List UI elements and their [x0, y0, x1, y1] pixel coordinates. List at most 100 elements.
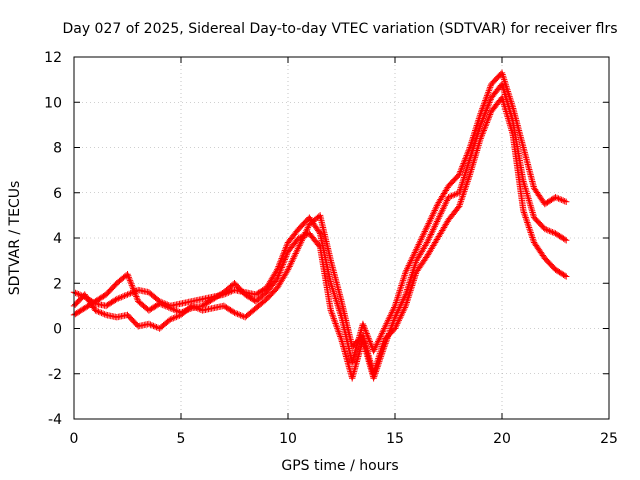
- data-point: [433, 204, 440, 211]
- data-point: [390, 305, 397, 313]
- data-point: [279, 262, 286, 270]
- data-point: [398, 282, 405, 289]
- data-point: [425, 236, 432, 243]
- data-point: [391, 304, 398, 311]
- data-point: [398, 310, 406, 318]
- data-point: [294, 245, 302, 252]
- data-point: [529, 234, 536, 241]
- data-point: [125, 290, 133, 298]
- data-point: [131, 290, 139, 297]
- data-point: [295, 243, 302, 251]
- data-point: [383, 320, 390, 327]
- data-point: [399, 277, 407, 284]
- data-point: [414, 242, 422, 250]
- data-point: [378, 330, 386, 337]
- data-point: [406, 260, 413, 268]
- data-point: [546, 227, 553, 235]
- data-point: [392, 323, 399, 331]
- data-point: [547, 228, 555, 235]
- data-point: [481, 124, 489, 131]
- data-point: [129, 285, 137, 292]
- data-point: [393, 310, 400, 318]
- data-point: [133, 321, 141, 329]
- data-point: [522, 214, 529, 221]
- data-point: [420, 231, 427, 238]
- data-point: [436, 213, 443, 220]
- data-point: [486, 99, 493, 106]
- data-point: [302, 229, 309, 236]
- data-point: [362, 328, 370, 336]
- data-point: [130, 286, 137, 294]
- data-point: [563, 198, 570, 205]
- data-point: [438, 208, 445, 216]
- data-point: [298, 237, 305, 244]
- data-point: [418, 234, 425, 242]
- data-point: [430, 208, 438, 216]
- data-point: [553, 194, 561, 202]
- data-point: [423, 223, 431, 230]
- data-point: [290, 253, 298, 260]
- data-point: [397, 312, 405, 319]
- data-point: [277, 265, 285, 273]
- data-point: [421, 228, 429, 235]
- data-point: [287, 261, 294, 269]
- data-point: [395, 317, 403, 324]
- data-point: [427, 231, 435, 238]
- data-point: [458, 196, 465, 203]
- data-point: [478, 120, 485, 127]
- data-point: [171, 314, 179, 321]
- chart-title: Day 027 of 2025, Sidereal Day-to-day VTE…: [62, 21, 617, 37]
- data-point: [528, 230, 535, 238]
- data-point: [288, 258, 296, 265]
- data-point: [558, 196, 565, 204]
- data-point: [525, 224, 533, 231]
- data-point: [162, 302, 169, 310]
- x-tick-label: 25: [600, 431, 618, 447]
- data-point: [403, 267, 410, 274]
- data-point: [171, 306, 179, 314]
- y-tick-label: 8: [53, 141, 62, 157]
- data-point: [426, 234, 433, 241]
- data-point: [284, 266, 292, 273]
- data-point: [411, 249, 419, 256]
- data-point: [437, 210, 445, 217]
- data-point: [122, 292, 130, 299]
- data-point: [480, 127, 487, 134]
- data-point: [423, 225, 430, 232]
- data-point: [522, 186, 530, 194]
- data-point: [362, 327, 369, 334]
- data-point: [485, 100, 492, 108]
- data-point: [439, 205, 447, 212]
- data-point: [278, 264, 285, 271]
- data-point: [92, 307, 99, 314]
- data-point: [486, 112, 493, 120]
- data-point: [131, 288, 138, 295]
- data-point: [303, 227, 310, 235]
- data-point: [526, 198, 533, 206]
- data-point: [377, 333, 384, 340]
- data-point: [285, 264, 292, 272]
- data-point: [457, 198, 465, 205]
- data-point: [297, 239, 305, 246]
- data-point: [379, 328, 386, 335]
- data-point: [132, 291, 139, 299]
- data-point: [432, 205, 439, 213]
- data-point: [426, 218, 433, 226]
- data-point: [397, 284, 405, 291]
- data-point: [387, 312, 394, 319]
- data-point: [363, 330, 370, 337]
- data-point: [93, 307, 101, 315]
- data-point: [457, 168, 464, 175]
- data-point: [452, 190, 460, 198]
- y-tick-label: 10: [44, 95, 62, 111]
- y-tick-label: 0: [53, 322, 62, 338]
- data-point: [286, 263, 293, 270]
- data-point: [170, 306, 177, 313]
- data-point: [290, 255, 297, 262]
- data-point: [165, 304, 172, 311]
- data-point: [113, 295, 120, 303]
- data-point: [426, 217, 434, 224]
- data-point: [276, 269, 284, 276]
- data-point: [441, 202, 448, 209]
- data-point: [454, 204, 462, 211]
